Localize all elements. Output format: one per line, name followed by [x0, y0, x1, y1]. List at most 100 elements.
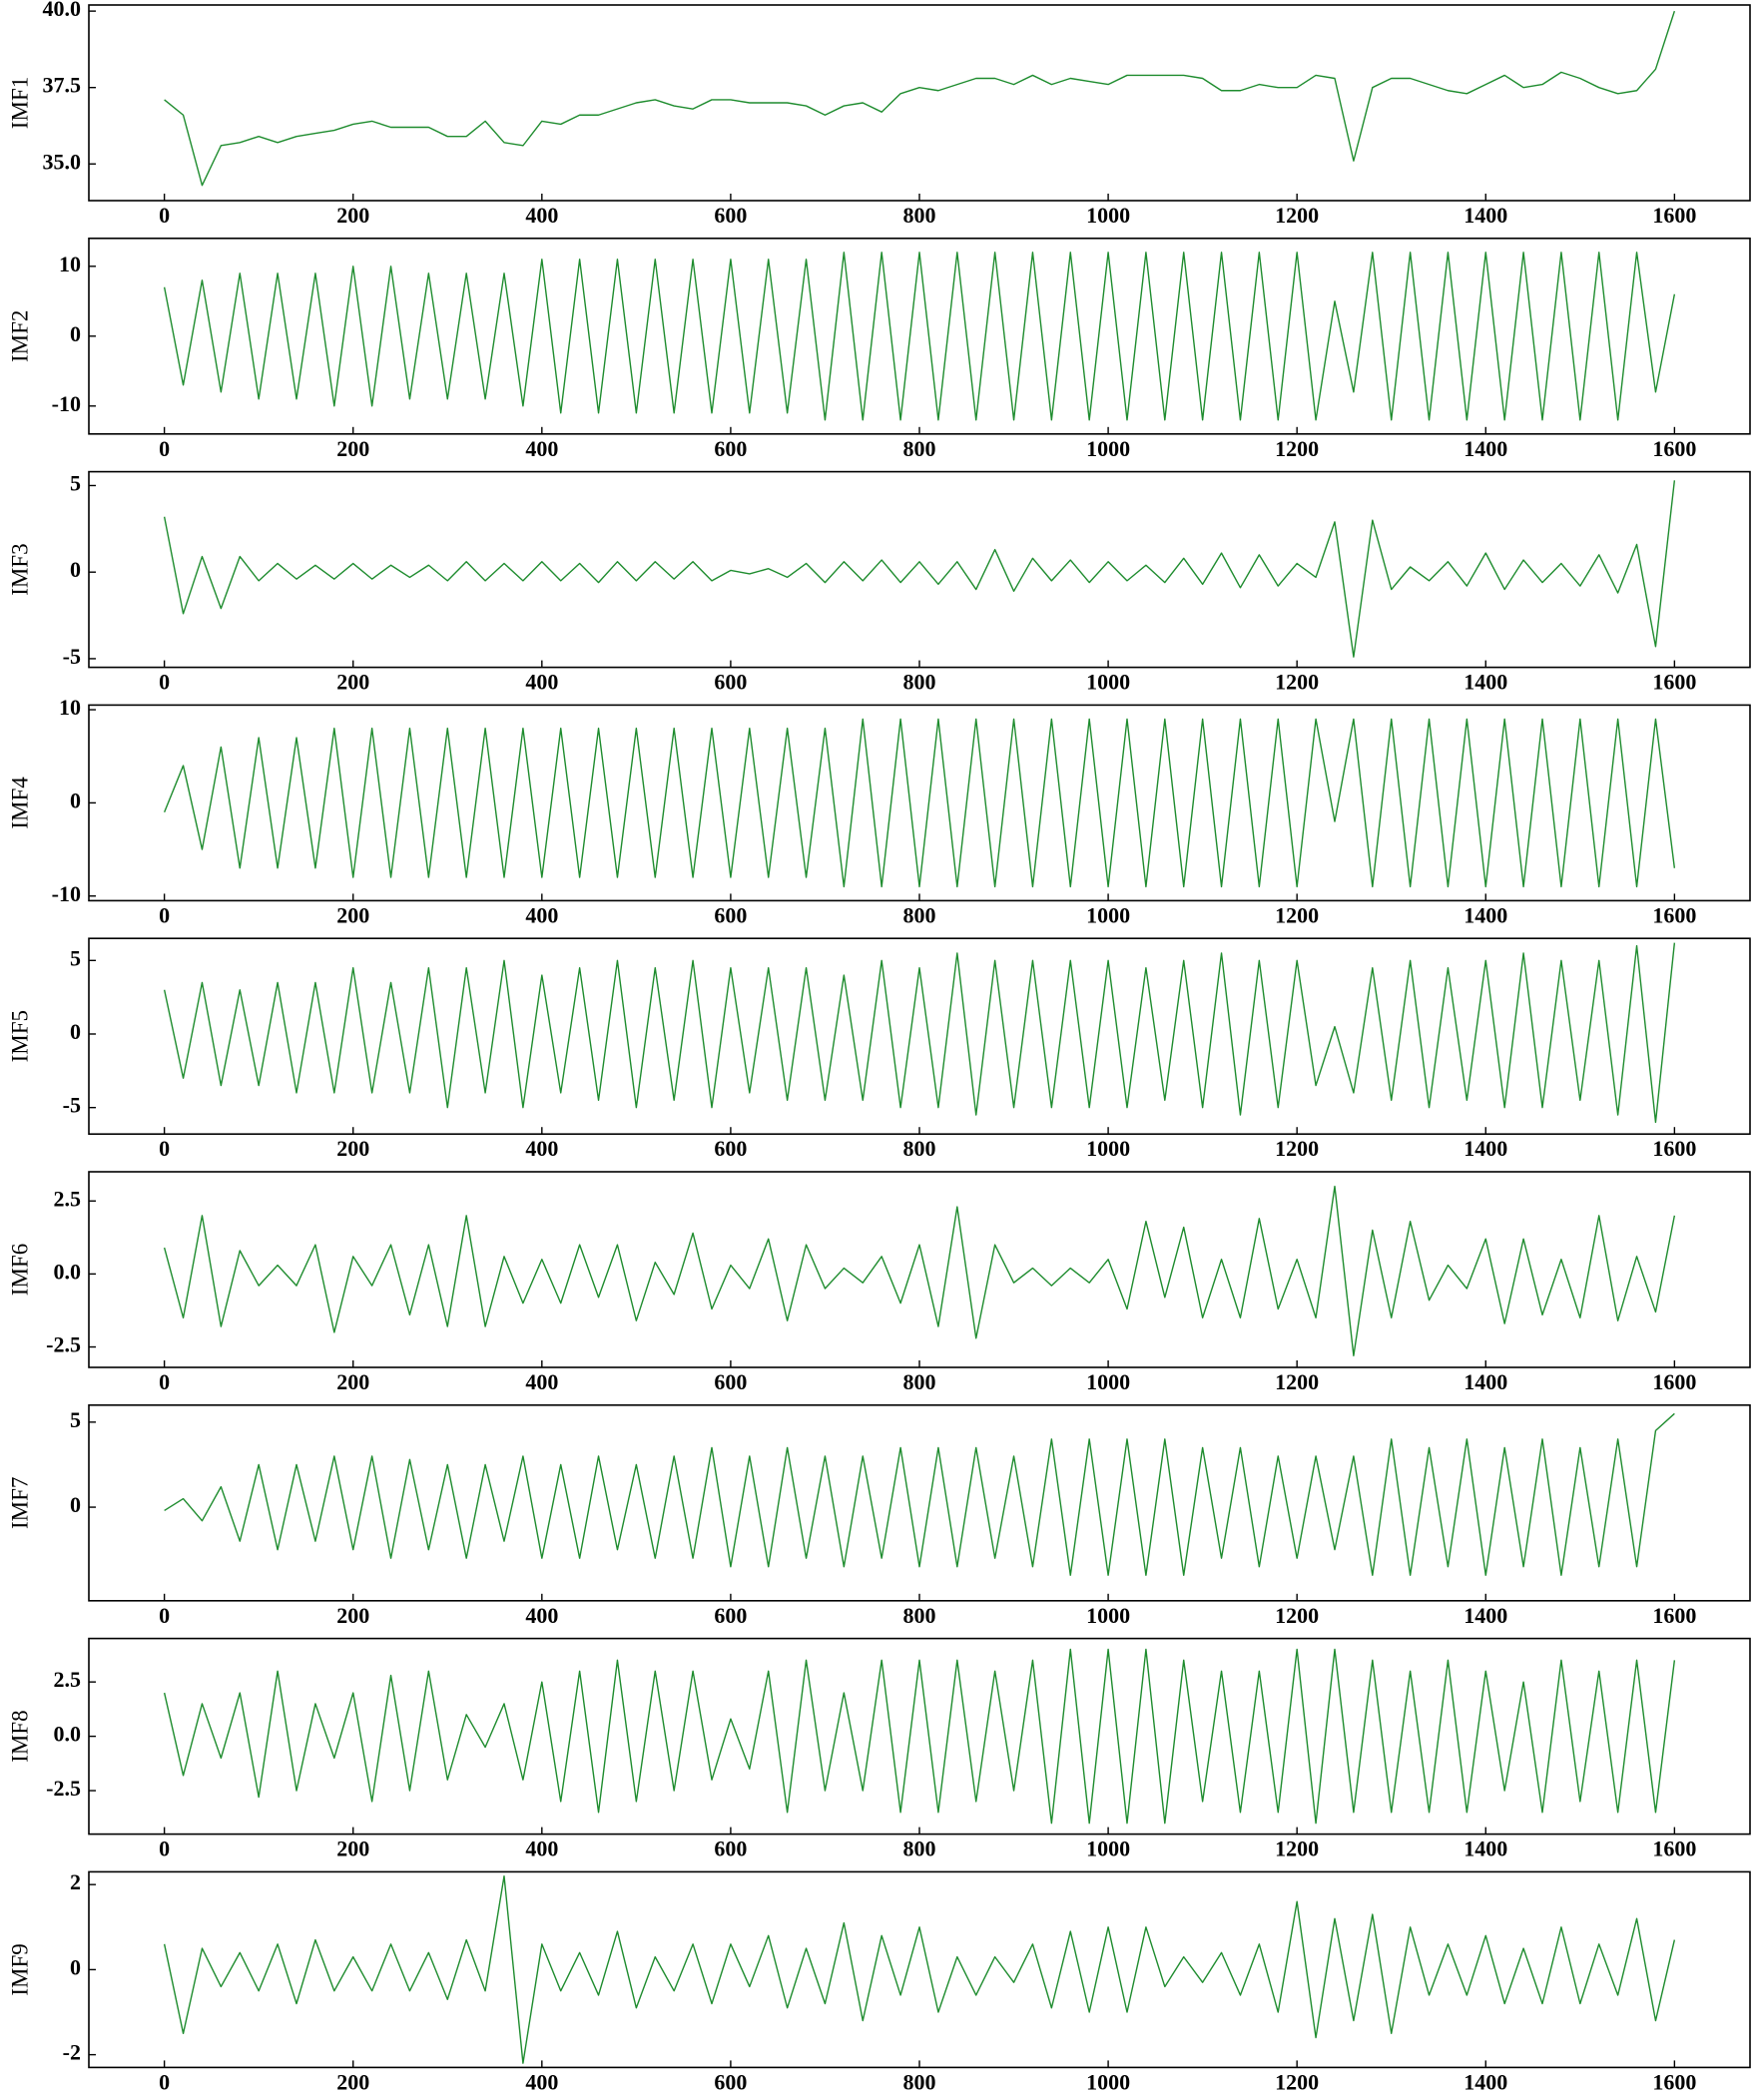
x-tick-label: 600: [714, 203, 747, 228]
y-axis-label: IMF9: [7, 1943, 32, 1995]
x-tick-label: 1200: [1275, 1603, 1319, 1628]
y-axis-label: IMF3: [7, 543, 32, 595]
y-tick-label: 5: [70, 945, 81, 970]
x-tick-label: 1000: [1086, 1837, 1130, 1861]
subplot: 0 200 400 600 800 1000 1200 1400 1600 -10 0 10 IMF4: [7, 695, 1751, 927]
x-tick-label: 1000: [1086, 902, 1130, 927]
y-tick-label: -5: [63, 644, 81, 669]
x-tick-label: 600: [714, 1837, 747, 1861]
x-tick-label: 1000: [1086, 1369, 1130, 1394]
y-axis-label: IMF8: [7, 1710, 32, 1762]
plot-frame: [88, 1404, 1751, 1602]
x-tick-label: 1200: [1275, 1369, 1319, 1394]
x-tick-label: 1200: [1275, 1837, 1319, 1861]
data-line: [163, 942, 1676, 1124]
x-tick-label: 1000: [1086, 670, 1130, 695]
plot-frame: [88, 238, 1751, 435]
y-axis-label: IMF7: [7, 1477, 32, 1529]
y-axis-label: IMF4: [7, 777, 32, 829]
x-tick-label: 1400: [1464, 436, 1507, 461]
x-tick-label: 1600: [1652, 670, 1696, 695]
x-tick-label: 1200: [1275, 902, 1319, 927]
y-tick-label: -2.5: [46, 1776, 81, 1801]
y-tick-label: 0: [70, 1954, 81, 1979]
x-tick-label: 0: [159, 436, 170, 461]
x-tick-label: 1000: [1086, 203, 1130, 228]
x-tick-label: 400: [525, 436, 558, 461]
x-tick-label: 1200: [1275, 2069, 1319, 2094]
data-line: [164, 10, 1676, 187]
x-tick-label: 1600: [1652, 1603, 1696, 1628]
x-tick-label: 400: [525, 1837, 558, 1861]
x-tick-label: 800: [903, 203, 936, 228]
y-tick-label: -2: [63, 2040, 81, 2065]
x-tick-label: 800: [903, 902, 936, 927]
subplot: 0 200 400 600 800 1000 1200 1400 1600 -2.5 0.0 2.5 I…: [7, 1171, 1751, 1394]
x-tick-label: 1600: [1652, 203, 1696, 228]
data-line: [163, 1185, 1676, 1356]
plot-frame: [88, 1171, 1751, 1368]
x-tick-label: 800: [903, 670, 936, 695]
y-tick-label: 0: [70, 1492, 81, 1517]
x-tick-label: 400: [525, 203, 558, 228]
x-tick-label: 400: [525, 1603, 558, 1628]
x-tick-label: 1400: [1464, 203, 1507, 228]
x-tick-label: 400: [525, 1369, 558, 1394]
y-tick-label: 2.5: [54, 1667, 82, 1692]
y-tick-label: 0: [70, 1019, 81, 1044]
y-tick-label: 2.5: [54, 1186, 82, 1211]
y-tick-label: 40.0: [43, 0, 82, 21]
subplot: 0 200 400 600 800 1000 1200 1400 1600 -2 0 2 IMF9: [7, 1869, 1751, 2094]
y-tick-label: 37.5: [43, 73, 82, 98]
x-tick-label: 1400: [1464, 902, 1507, 927]
subplot: 0 200 400 600 800 1000 1200 1400 1600 35.0 37.5 40.…: [7, 0, 1751, 228]
x-tick-label: 0: [159, 2069, 170, 2094]
y-tick-label: 0: [70, 557, 81, 582]
y-tick-label: -5: [63, 1093, 81, 1118]
subplot: 0 200 400 600 800 1000 1200 1400 1600 -10 0 10 IMF2: [7, 238, 1751, 461]
x-tick-label: 600: [714, 436, 747, 461]
y-tick-label: -2.5: [46, 1332, 81, 1357]
x-tick-label: 1400: [1464, 2069, 1507, 2094]
x-tick-label: 1200: [1275, 203, 1319, 228]
x-tick-label: 1400: [1464, 1603, 1507, 1628]
x-tick-label: 1600: [1652, 1369, 1696, 1394]
y-tick-label: -10: [52, 881, 81, 906]
x-tick-label: 200: [336, 902, 369, 927]
data-line: [163, 252, 1676, 421]
y-tick-label: 10: [59, 252, 81, 276]
x-tick-label: 800: [903, 1136, 936, 1161]
x-tick-label: 1400: [1464, 1136, 1507, 1161]
x-tick-label: 600: [714, 670, 747, 695]
x-tick-label: 200: [336, 1603, 369, 1628]
x-tick-label: 800: [903, 1369, 936, 1394]
x-tick-label: 200: [336, 2069, 369, 2094]
plot-frame: [88, 4, 1751, 202]
x-tick-label: 1000: [1086, 1136, 1130, 1161]
x-tick-label: 0: [159, 1837, 170, 1861]
y-tick-label: 0: [70, 321, 81, 346]
x-tick-label: 0: [159, 203, 170, 228]
x-tick-label: 1400: [1464, 670, 1507, 695]
y-tick-label: -10: [52, 391, 81, 416]
plot-frame: [88, 1637, 1751, 1836]
data-line: [163, 718, 1676, 888]
y-axis-label: IMF1: [7, 77, 32, 129]
y-axis-label: IMF5: [7, 1010, 32, 1062]
x-tick-label: 1200: [1275, 436, 1319, 461]
x-tick-label: 600: [714, 1603, 747, 1628]
y-tick-label: 5: [70, 471, 81, 496]
x-tick-label: 800: [903, 2069, 936, 2094]
data-line: [164, 1412, 1675, 1576]
x-tick-label: 400: [525, 1136, 558, 1161]
y-axis-label: IMF6: [7, 1244, 32, 1296]
y-tick-label: 2: [70, 1869, 81, 1894]
x-tick-label: 0: [159, 1369, 170, 1394]
x-tick-label: 1600: [1652, 1837, 1696, 1861]
x-tick-label: 800: [903, 1837, 936, 1861]
y-tick-label: 10: [59, 695, 81, 720]
subplot: 0 200 400 600 800 1000 1200 1400 1600 -5 0 5 IMF3: [7, 471, 1751, 695]
y-axis-label: IMF2: [7, 310, 32, 362]
x-tick-label: 1600: [1652, 2069, 1696, 2094]
